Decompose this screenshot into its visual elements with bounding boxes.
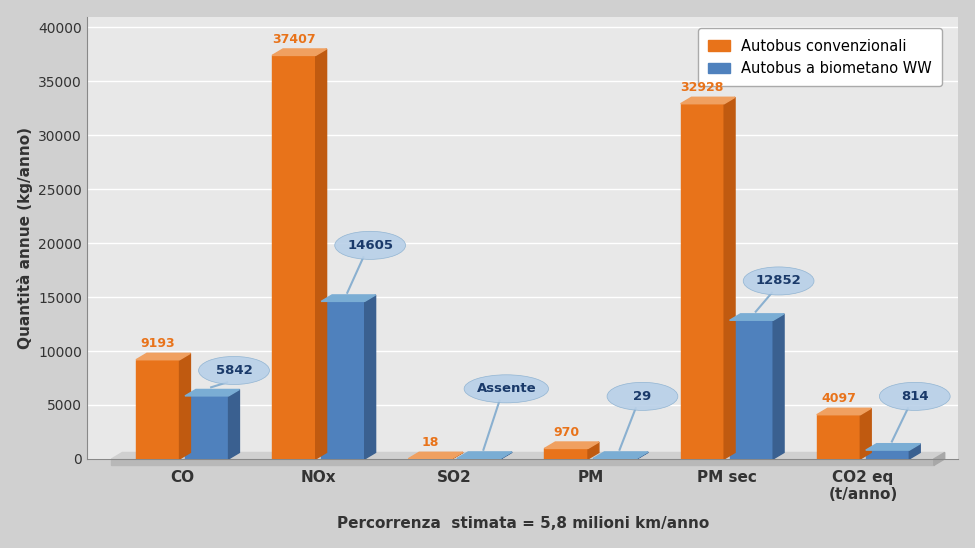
Text: 12852: 12852	[756, 275, 801, 288]
Polygon shape	[316, 49, 327, 459]
Ellipse shape	[334, 231, 406, 259]
Polygon shape	[860, 408, 872, 459]
Ellipse shape	[743, 267, 814, 295]
Polygon shape	[910, 444, 920, 459]
Text: Assente: Assente	[477, 383, 536, 395]
Polygon shape	[272, 49, 327, 55]
Polygon shape	[544, 442, 599, 448]
Text: 4097: 4097	[821, 392, 856, 405]
Polygon shape	[409, 452, 463, 459]
Polygon shape	[185, 390, 240, 396]
Text: 9193: 9193	[140, 337, 175, 350]
Polygon shape	[544, 448, 588, 459]
Polygon shape	[365, 295, 375, 459]
Polygon shape	[817, 415, 860, 459]
Polygon shape	[321, 301, 365, 459]
Polygon shape	[451, 452, 463, 459]
Text: 814: 814	[901, 390, 928, 403]
Text: 32928: 32928	[681, 81, 724, 94]
Polygon shape	[179, 353, 190, 459]
Polygon shape	[866, 444, 920, 450]
Ellipse shape	[199, 356, 269, 385]
Polygon shape	[228, 390, 240, 459]
Polygon shape	[185, 396, 228, 459]
Text: 37407: 37407	[272, 33, 316, 45]
Text: 14605: 14605	[347, 239, 393, 252]
Polygon shape	[272, 55, 316, 459]
Polygon shape	[136, 360, 179, 459]
Text: 5842: 5842	[215, 364, 253, 377]
Polygon shape	[321, 295, 375, 301]
Ellipse shape	[879, 383, 951, 410]
Polygon shape	[111, 459, 934, 465]
Polygon shape	[729, 320, 773, 459]
Polygon shape	[817, 408, 872, 415]
Polygon shape	[724, 97, 735, 459]
Text: 18: 18	[421, 436, 439, 449]
Polygon shape	[681, 104, 724, 459]
Polygon shape	[934, 453, 945, 465]
Polygon shape	[637, 452, 648, 459]
Polygon shape	[457, 452, 512, 458]
Ellipse shape	[464, 375, 549, 403]
Text: 29: 29	[634, 390, 651, 403]
Ellipse shape	[607, 383, 678, 410]
Legend: Autobus convenzionali, Autobus a biometano WW: Autobus convenzionali, Autobus a biometa…	[698, 28, 942, 86]
Y-axis label: Quantità annue (kg/anno): Quantità annue (kg/anno)	[17, 127, 33, 349]
Polygon shape	[866, 450, 910, 459]
Polygon shape	[594, 452, 648, 458]
Polygon shape	[729, 314, 784, 320]
Polygon shape	[111, 453, 945, 459]
Polygon shape	[501, 452, 512, 459]
Polygon shape	[773, 314, 784, 459]
X-axis label: Percorrenza  stimata = 5,8 milioni km/anno: Percorrenza stimata = 5,8 milioni km/ann…	[336, 516, 709, 532]
Polygon shape	[588, 442, 599, 459]
Polygon shape	[136, 353, 190, 360]
Polygon shape	[681, 97, 735, 104]
Text: 970: 970	[553, 426, 579, 439]
